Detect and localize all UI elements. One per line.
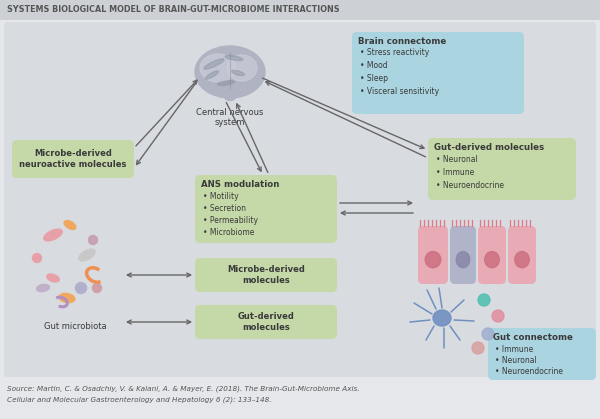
- Ellipse shape: [59, 293, 75, 303]
- Text: • Neuronal: • Neuronal: [436, 155, 478, 164]
- Text: Brain connectome: Brain connectome: [358, 37, 446, 46]
- Ellipse shape: [205, 71, 218, 79]
- Circle shape: [472, 342, 484, 354]
- FancyBboxPatch shape: [418, 226, 448, 284]
- FancyBboxPatch shape: [4, 22, 596, 377]
- FancyBboxPatch shape: [12, 140, 134, 178]
- Ellipse shape: [433, 310, 451, 326]
- Text: • Neuronal: • Neuronal: [495, 356, 537, 365]
- Text: Gut-derived
molecules: Gut-derived molecules: [238, 312, 295, 332]
- Text: • Neuroendocrine: • Neuroendocrine: [495, 367, 563, 376]
- Text: • Visceral sensitivity: • Visceral sensitivity: [360, 87, 439, 96]
- Circle shape: [482, 328, 494, 340]
- Text: • Immune: • Immune: [495, 345, 533, 354]
- Ellipse shape: [232, 70, 244, 75]
- Text: Gut microbiota: Gut microbiota: [44, 322, 106, 331]
- Text: Source: Martin, C. & Osadchiy, V. & Kalani, A. & Mayer, E. (2018). The Brain-Gut: Source: Martin, C. & Osadchiy, V. & Kala…: [7, 385, 359, 392]
- Ellipse shape: [224, 91, 236, 101]
- Ellipse shape: [37, 285, 49, 292]
- FancyBboxPatch shape: [195, 175, 337, 243]
- FancyBboxPatch shape: [195, 305, 337, 339]
- Text: • Stress reactivity: • Stress reactivity: [360, 48, 429, 57]
- Text: Gut connectome: Gut connectome: [493, 333, 573, 342]
- Ellipse shape: [92, 284, 101, 292]
- Ellipse shape: [200, 54, 236, 82]
- Text: Cellular and Molecular Gastroenterology and Hepatology 6 (2): 133–148.: Cellular and Molecular Gastroenterology …: [7, 396, 271, 403]
- FancyBboxPatch shape: [195, 258, 337, 292]
- FancyBboxPatch shape: [488, 328, 596, 380]
- Text: Central nervous
system: Central nervous system: [196, 108, 263, 127]
- Text: • Mood: • Mood: [360, 61, 388, 70]
- FancyBboxPatch shape: [508, 226, 536, 284]
- Ellipse shape: [79, 249, 95, 261]
- Ellipse shape: [64, 220, 76, 230]
- Text: • Immune: • Immune: [436, 168, 474, 177]
- FancyBboxPatch shape: [0, 0, 600, 20]
- FancyBboxPatch shape: [478, 226, 506, 284]
- Ellipse shape: [515, 251, 529, 268]
- Ellipse shape: [225, 55, 243, 60]
- Text: Gut-derived molecules: Gut-derived molecules: [434, 143, 544, 152]
- Ellipse shape: [47, 274, 59, 282]
- FancyBboxPatch shape: [428, 138, 576, 200]
- Text: • Neuroendocrine: • Neuroendocrine: [436, 181, 504, 190]
- Ellipse shape: [76, 282, 86, 293]
- Text: • Motility: • Motility: [203, 192, 239, 201]
- Circle shape: [478, 294, 490, 306]
- Ellipse shape: [204, 59, 224, 69]
- Text: Microbe-derived
neuroactive molecules: Microbe-derived neuroactive molecules: [19, 149, 127, 169]
- Text: • Secretion: • Secretion: [203, 204, 246, 213]
- Circle shape: [492, 310, 504, 322]
- Text: • Microbiome: • Microbiome: [203, 228, 254, 237]
- Ellipse shape: [195, 46, 265, 98]
- Text: ANS modulation: ANS modulation: [201, 180, 280, 189]
- FancyBboxPatch shape: [450, 226, 476, 284]
- Ellipse shape: [227, 55, 257, 81]
- Ellipse shape: [218, 81, 235, 85]
- Text: SYSTEMS BIOLOGICAL MODEL OF BRAIN-GUT-MICROBIOME INTERACTIONS: SYSTEMS BIOLOGICAL MODEL OF BRAIN-GUT-MI…: [7, 5, 340, 15]
- Ellipse shape: [32, 253, 41, 262]
- Ellipse shape: [44, 229, 62, 241]
- Text: • Permeability: • Permeability: [203, 216, 258, 225]
- FancyBboxPatch shape: [352, 32, 524, 114]
- Text: • Sleep: • Sleep: [360, 74, 388, 83]
- Ellipse shape: [425, 251, 441, 268]
- Text: Microbe-derived
molecules: Microbe-derived molecules: [227, 265, 305, 285]
- Ellipse shape: [456, 251, 470, 268]
- Ellipse shape: [89, 235, 97, 245]
- Ellipse shape: [485, 251, 499, 268]
